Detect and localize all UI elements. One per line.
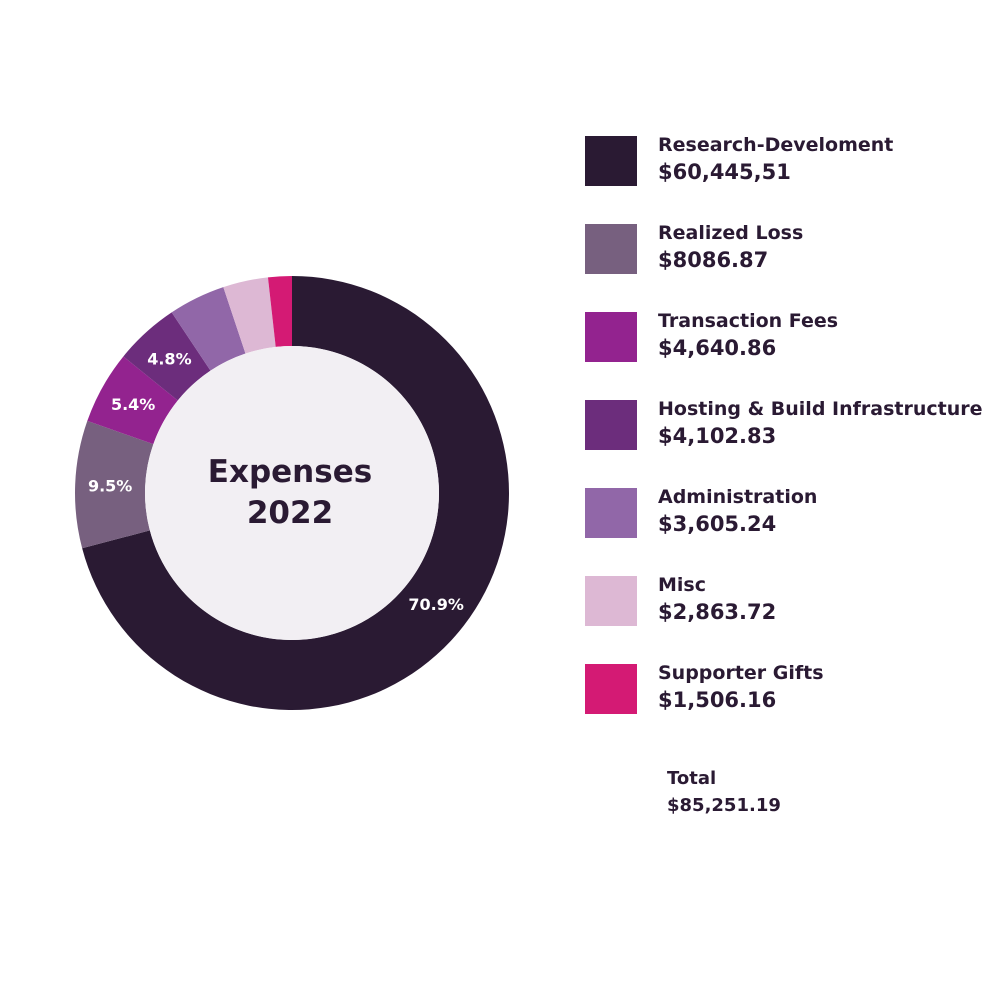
- slice-supporter-gifts: [267, 276, 292, 347]
- legend-value: $8086.87: [658, 248, 769, 272]
- total-value: $85,251.19: [667, 795, 781, 816]
- legend-label: Transaction Fees: [658, 310, 839, 332]
- legend-swatch: [585, 400, 637, 450]
- slice-label-transaction-fees: 5.4%: [111, 395, 155, 414]
- slice-misc: [223, 277, 276, 354]
- legend-label: Realized Loss: [658, 222, 804, 244]
- legend-value: $3,605.24: [658, 512, 777, 536]
- legend-value: $4,640.86: [658, 336, 777, 360]
- legend-label: Supporter Gifts: [658, 662, 824, 684]
- legend-swatch: [585, 488, 637, 538]
- slice-transaction-fees: [87, 356, 178, 445]
- slice-label-realized-loss: 9.5%: [88, 477, 132, 496]
- total-label: Total: [667, 768, 717, 789]
- slice-research-develoment: [82, 276, 510, 711]
- legend-label: Hosting & Build Infrastructure: [658, 398, 983, 420]
- legend-value: $1,506.16: [658, 688, 777, 712]
- slice-realized-loss: [75, 420, 154, 549]
- chart-center-title: Expenses 2022: [190, 452, 390, 534]
- slice-label-hosting-build-infrastructure: 4.8%: [147, 349, 191, 368]
- legend-value: $60,445,51: [658, 160, 791, 184]
- donut-center: [145, 346, 439, 640]
- center-title-line-1: Expenses: [207, 454, 373, 490]
- legend-label: Misc: [658, 574, 706, 596]
- legend-swatch: [585, 576, 637, 626]
- legend-swatch: [585, 224, 637, 274]
- center-title-line-2: 2022: [246, 495, 334, 531]
- legend-label: Administration: [658, 486, 818, 508]
- slice-hosting-build-infrastructure: [123, 312, 211, 401]
- legend-value: $2,863.72: [658, 600, 777, 624]
- slice-label-research-develoment: 70.9%: [408, 595, 464, 614]
- slice-administration: [171, 287, 246, 371]
- legend-swatch: [585, 136, 637, 186]
- legend-swatch: [585, 664, 637, 714]
- legend-label: Research-Develoment: [658, 134, 894, 156]
- legend-swatch: [585, 312, 637, 362]
- legend-value: $4,102.83: [658, 424, 777, 448]
